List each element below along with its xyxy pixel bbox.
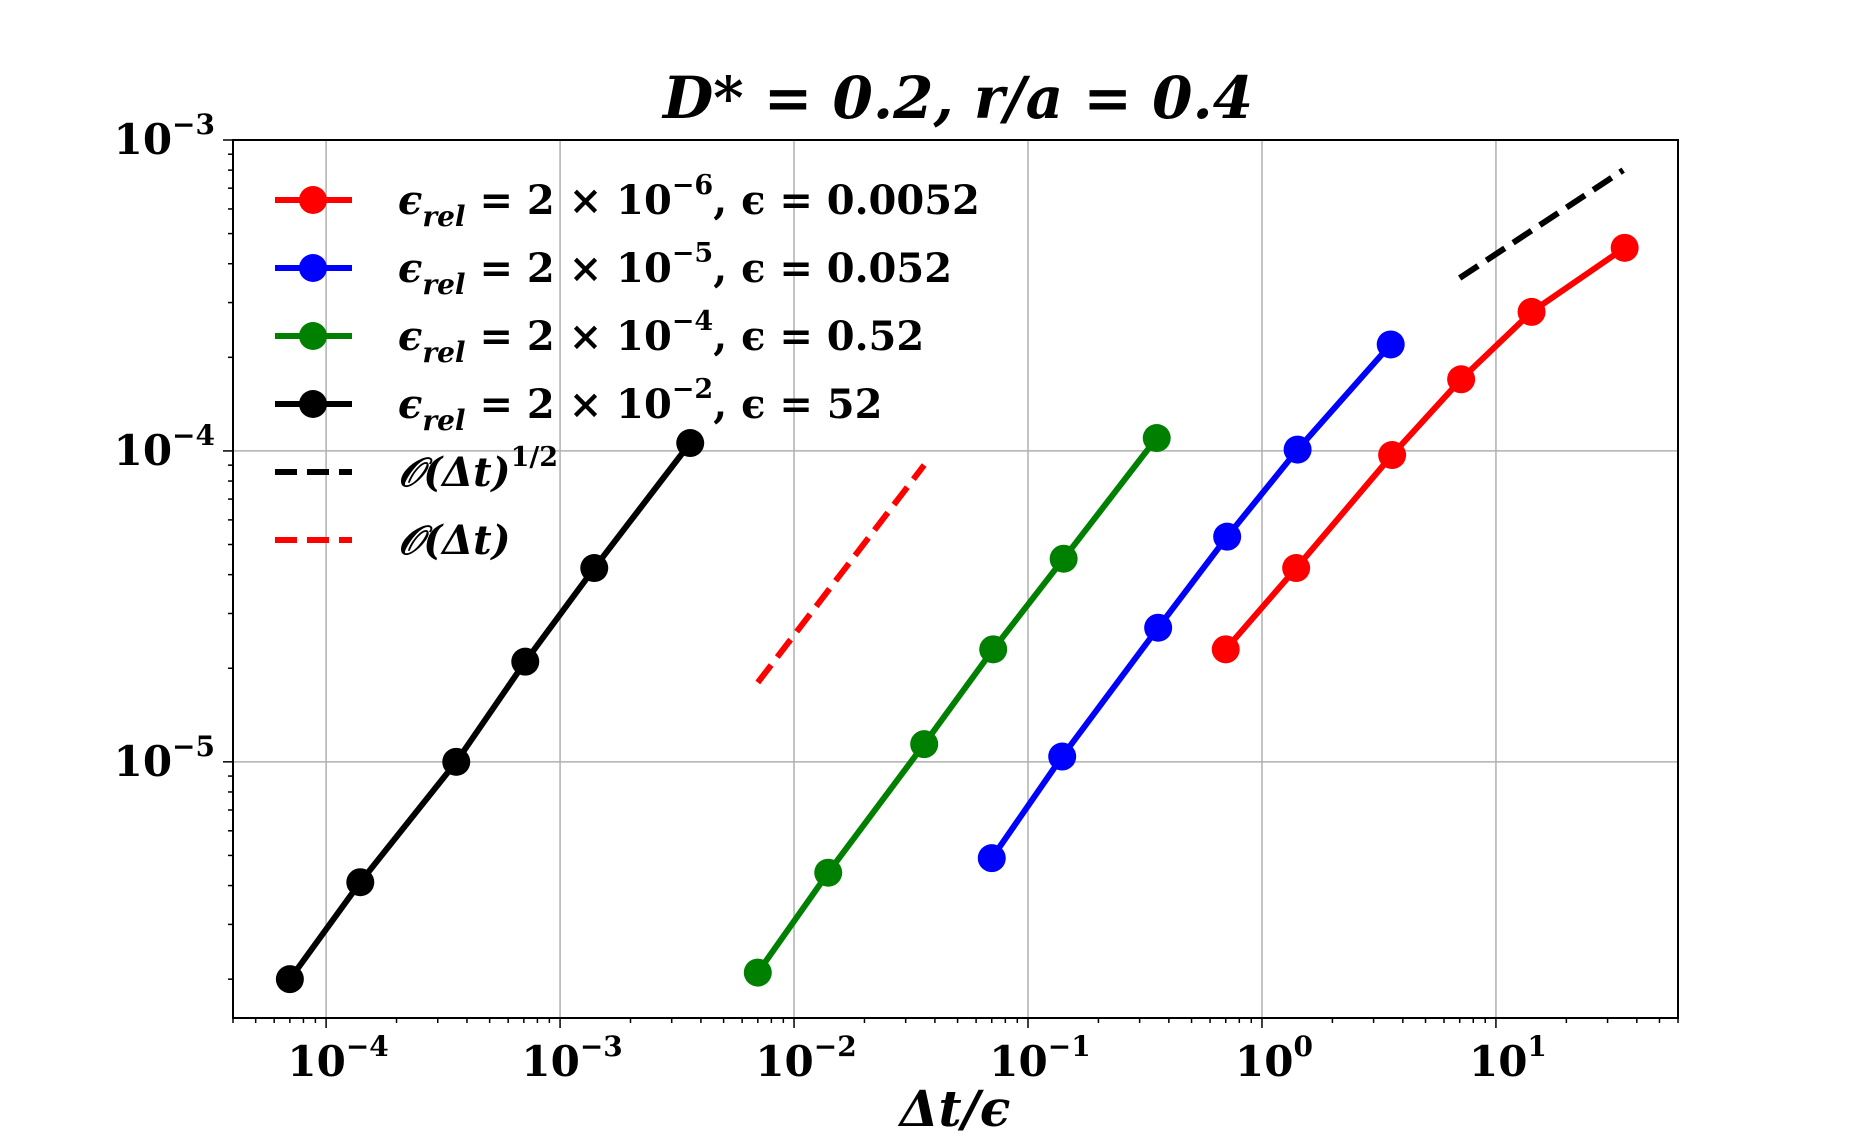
data-point: [346, 868, 375, 897]
data-point: [1282, 554, 1311, 583]
x-axis-label: Δt/ϵ: [897, 1079, 1011, 1138]
x-tick-label: 10−2: [755, 1030, 856, 1086]
x-tick-label: 10−4: [287, 1030, 388, 1086]
data-point: [1211, 635, 1240, 664]
tick-layer: 10−4 10−3 10−2 10−1 100 101 10−5 10−4 10−3: [114, 108, 1679, 1086]
legend-entry-2: ϵrel = 2 × 10−4, ϵ = 0.52: [275, 306, 924, 369]
data-point: [1213, 522, 1242, 551]
legend-entry-4: 𝒪(Δt)1/2: [275, 442, 558, 496]
data-point: [814, 858, 843, 887]
series-0: [1211, 233, 1639, 664]
series-line: [287, 441, 693, 981]
legend-marker: [299, 186, 327, 214]
legend-label: ϵrel = 2 × 10−5, ϵ = 0.052: [398, 238, 952, 301]
series-line: [1223, 245, 1627, 652]
data-point: [977, 844, 1006, 873]
reference-slope-line: [1458, 167, 1625, 281]
legend-label: ϵrel = 2 × 10−2, ϵ = 52: [398, 374, 882, 437]
data-point: [275, 965, 304, 994]
data-point: [1283, 435, 1312, 464]
legend-label: 𝒪(Δt)1/2: [398, 442, 558, 496]
legend-label: ϵrel = 2 × 10−4, ϵ = 0.52: [398, 306, 924, 369]
legend-marker: [299, 322, 327, 350]
chart-title: D* = 0.2, r/a = 0.4: [661, 64, 1253, 132]
x-tick-label: 10−3: [521, 1030, 622, 1086]
data-point: [743, 958, 772, 987]
data-point: [1049, 544, 1078, 573]
x-tick-label: 101: [1469, 1030, 1547, 1086]
legend-entry-3: ϵrel = 2 × 10−2, ϵ = 52: [275, 374, 882, 437]
data-point: [580, 554, 609, 583]
data-point: [511, 647, 540, 676]
legend-entry-1: ϵrel = 2 × 10−5, ϵ = 0.052: [275, 238, 952, 301]
legend-entry-0: ϵrel = 2 × 10−6, ϵ = 0.0052: [275, 170, 980, 233]
series-2: [743, 424, 1171, 987]
y-tick-label: 10−3: [114, 108, 215, 164]
data-point: [1048, 742, 1077, 771]
data-point: [442, 747, 471, 776]
data-point: [1142, 424, 1171, 453]
x-tick-label: 100: [1235, 1030, 1313, 1086]
series-line: [755, 436, 1160, 975]
series-1: [977, 330, 1405, 873]
y-tick-label: 10−4: [114, 419, 215, 475]
series-4: [1458, 167, 1625, 281]
data-point: [1378, 441, 1407, 470]
series-layer: [275, 167, 1639, 994]
data-point: [1144, 613, 1173, 642]
data-point: [1447, 365, 1476, 394]
data-point: [1610, 233, 1639, 262]
data-point: [676, 429, 705, 458]
series-3: [275, 429, 705, 994]
legend-marker: [299, 254, 327, 282]
data-point: [910, 730, 939, 759]
data-point: [1376, 330, 1405, 359]
data-point: [979, 635, 1008, 664]
series-5: [755, 463, 927, 685]
series-line: [989, 342, 1393, 860]
x-tick-label: 10−1: [989, 1030, 1090, 1086]
legend-entry-5: 𝒪(Δt): [275, 517, 511, 564]
legend-label: 𝒪(Δt): [398, 517, 511, 564]
legend-marker: [299, 390, 327, 418]
legend-label: ϵrel = 2 × 10−6, ϵ = 0.0052: [398, 170, 980, 233]
reference-slope-line: [755, 463, 927, 685]
y-tick-label: 10−5: [114, 730, 215, 786]
data-point: [1517, 297, 1546, 326]
axes-frame: [232, 139, 1679, 1019]
